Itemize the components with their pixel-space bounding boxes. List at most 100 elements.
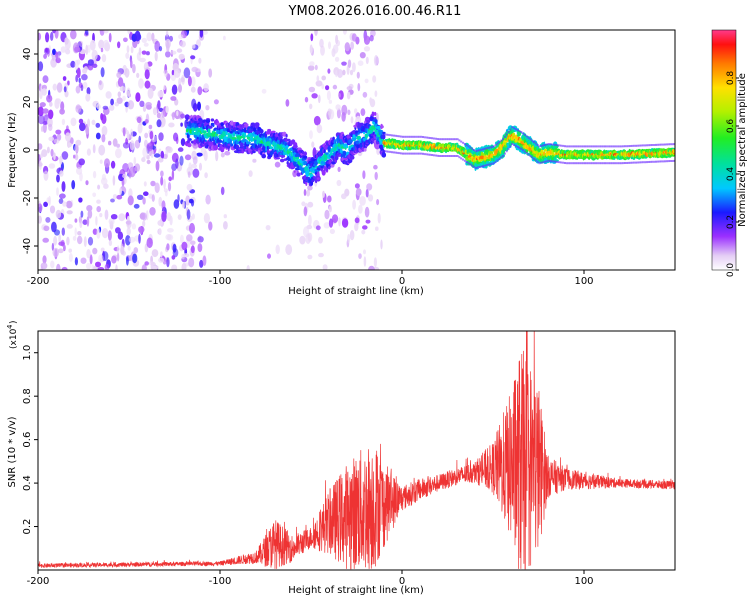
heatmap-noise-cell [165,30,169,37]
heatmap-noise-cell [100,47,104,53]
heatmap-noise-cell [347,59,352,68]
heatmap-noise-cell [196,152,203,157]
heatmap-halo-cell [514,128,517,131]
heatmap-halo-cell [560,144,563,147]
heatmap-noise-cell [252,158,257,163]
heatmap-noise-cell [85,93,91,102]
heatmap-noise-cell [301,201,306,207]
heatmap-noise-cell [144,261,149,266]
heatmap-noise-cell [122,142,130,149]
heatmap-noise-cell [122,95,126,102]
heatmap-noise-cell [198,57,202,64]
heatmap-noise-cell [42,237,49,243]
heatmap-noise-cell [52,83,57,91]
heatmap-noise-cell [133,247,139,254]
heatmap-noise-cell [46,197,50,204]
heatmap-halo-cell [456,138,459,141]
heatmap-noise-cell [180,234,184,244]
heatmap-halo-cell [460,157,463,160]
heatmap-noise-cell [364,78,369,84]
heatmap-halo-cell [533,157,535,160]
heatmap-noise-cell [70,117,77,127]
colorbar-tick-label: 0.8 [726,71,736,86]
heatmap-noise-cell [45,32,50,43]
heatmap-noise-cell [146,237,153,249]
heatmap-noise-cell [86,87,91,95]
heatmap-halo-cell [416,135,419,138]
heatmap-ridge-cell [267,128,272,133]
heatmap-halo-cell [407,135,410,138]
heatmap-ridge-cell [208,141,214,145]
heatmap-noise-cell [184,154,192,161]
heatmap-noise-cell [180,113,186,119]
heatmap-ridge-cell [378,131,383,136]
heatmap-noise-cell [53,138,60,144]
heatmap-noise-cell [149,130,154,140]
heatmap-noise-cell [63,244,66,252]
heatmap-noise-cell [178,53,185,60]
heatmap-halo-cell [607,162,610,165]
heatmap-noise-cell [138,233,141,244]
heatmap-noise-cell [119,86,126,92]
heatmap-noise-cell [163,153,168,160]
heatmap-halo-cell [587,162,590,165]
heatmap-noise-cell [303,226,310,238]
heatmap-halo-cell [625,162,628,164]
heatmap-noise-cell [55,54,60,61]
heatmap-noise-cell [42,75,49,83]
heatmap-noise-cell [157,100,161,110]
heatmap-noise-cell [74,257,78,266]
heatmap-halo-cell [414,152,417,155]
heatmap-x-tick-label: -100 [209,276,232,287]
heatmap-noise-cell [87,64,94,71]
heatmap-halo-cell [582,162,585,165]
heatmap-noise-cell [321,75,327,81]
heatmap-halo-cell [631,161,634,164]
snr-multiplier: (x10 4 ) [6,320,19,349]
heatmap-ridge-cell [210,118,215,122]
heatmap-halo-cell [644,144,647,147]
heatmap-noise-cell [138,47,142,56]
heatmap-noise-cell [170,96,177,101]
heatmap-noise-cell [173,132,179,142]
heatmap-noise-cell [365,56,369,65]
heatmap-halo-cell [529,138,532,141]
heatmap-halo-cell [442,155,444,157]
heatmap-noise-cell [203,150,208,162]
heatmap-ridge-cell [303,155,308,159]
heatmap-noise-cell [40,126,44,132]
heatmap-noise-cell [58,241,65,246]
snr-frame [37,330,676,571]
heatmap-noise-cell [190,55,196,60]
heatmap-halo-cell [611,162,614,165]
heatmap-halo-cell [533,141,535,144]
heatmap-halo-cell [509,128,512,131]
heatmap-noise-cell [160,170,164,177]
heatmap-halo-cell [667,143,670,146]
heatmap-noise-cell [181,253,185,260]
heatmap-noise-cell [85,126,90,135]
heatmap-halo-cell [602,145,605,148]
heatmap-noise-cell [83,236,87,248]
heatmap-noise-cell [78,118,84,124]
heatmap-halo-cell [394,151,397,154]
heatmap-ridge-cell [360,122,364,126]
heatmap-halo-cell [529,155,532,157]
heatmap-noise-cell [55,98,61,104]
heatmap-halo-cell [562,161,565,164]
heatmap-halo-cell [547,143,550,145]
heatmap-noise-cell [98,254,104,263]
heatmap-ridge-cell [271,130,276,134]
heatmap-noise-cell [115,148,122,159]
heatmap-noise-cell [189,222,195,234]
heatmap-halo-cell [394,134,397,137]
heatmap-noise-cell [48,123,53,131]
heatmap-halo-cell [669,160,672,162]
heatmap-x-tick-label: 0 [399,276,405,287]
heatmap-noise-cell [50,260,55,269]
heatmap-noise-cell [86,262,92,270]
heatmap-halo-cell [604,162,606,165]
heatmap-noise-cell [285,99,290,107]
heatmap-noise-cell [105,91,112,99]
heatmap-noise-cell [307,254,313,260]
